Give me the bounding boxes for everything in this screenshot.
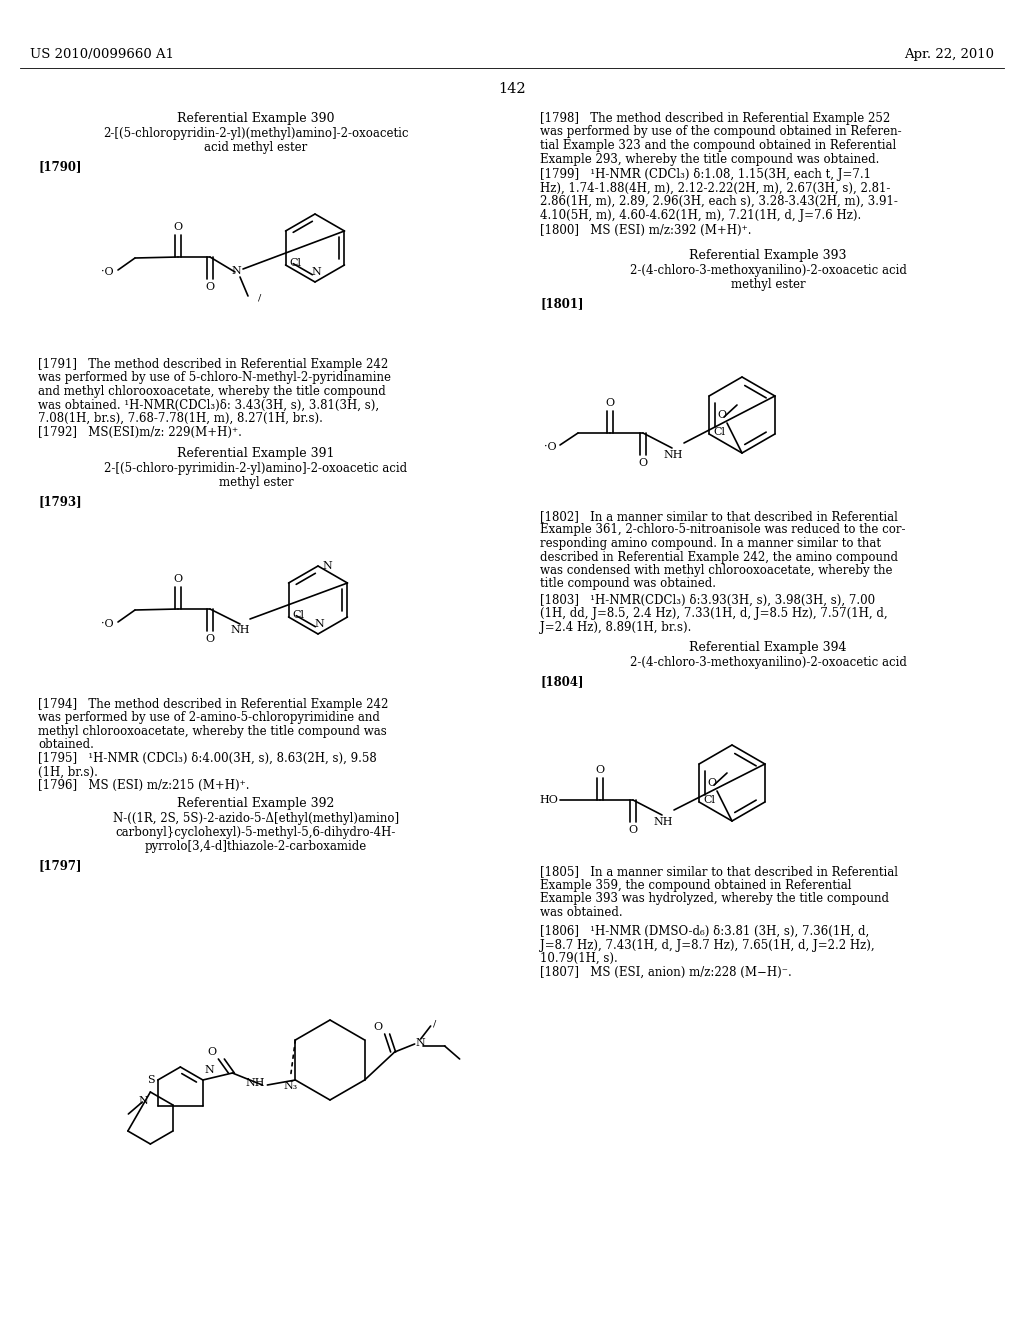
Text: [1798]   The method described in Referential Example 252: [1798] The method described in Referenti… — [540, 112, 890, 125]
Text: [1803]   ¹H-NMR(CDCl₃) δ:3.93(3H, s), 3.98(3H, s), 7.00: [1803] ¹H-NMR(CDCl₃) δ:3.93(3H, s), 3.98… — [540, 594, 876, 607]
Text: N: N — [416, 1038, 425, 1048]
Text: O: O — [374, 1022, 383, 1032]
Text: O: O — [638, 458, 647, 469]
Text: Referential Example 393: Referential Example 393 — [689, 249, 847, 261]
Text: Referential Example 394: Referential Example 394 — [689, 642, 847, 653]
Text: Example 359, the compound obtained in Referential: Example 359, the compound obtained in Re… — [540, 879, 852, 891]
Text: Cl: Cl — [703, 795, 715, 805]
Text: O: O — [605, 399, 614, 408]
Text: [1802]   In a manner similar to that described in Referential: [1802] In a manner similar to that descr… — [540, 510, 898, 523]
Text: N: N — [231, 267, 241, 276]
Text: methyl chlorooxoacetate, whereby the title compound was: methyl chlorooxoacetate, whereby the tit… — [38, 725, 387, 738]
Text: 7.08(1H, br.s), 7.68-7.78(1H, m), 8.27(1H, br.s).: 7.08(1H, br.s), 7.68-7.78(1H, m), 8.27(1… — [38, 412, 323, 425]
Text: 4.10(5H, m), 4.60-4.62(1H, m), 7.21(1H, d, J=7.6 Hz).: 4.10(5H, m), 4.60-4.62(1H, m), 7.21(1H, … — [540, 209, 861, 222]
Text: (1H, dd, J=8.5, 2.4 Hz), 7.33(1H, d, J=8.5 Hz), 7.57(1H, d,: (1H, dd, J=8.5, 2.4 Hz), 7.33(1H, d, J=8… — [540, 607, 888, 620]
Text: [1792]   MS(ESI)m/z: 229(M+H)⁺.: [1792] MS(ESI)m/z: 229(M+H)⁺. — [38, 425, 242, 438]
Text: was performed by use of 5-chloro-N-methyl-2-pyridinamine: was performed by use of 5-chloro-N-methy… — [38, 371, 391, 384]
Text: 2-[(5-chloropyridin-2-yl)(methyl)amino]-2-oxoacetic: 2-[(5-chloropyridin-2-yl)(methyl)amino]-… — [103, 127, 409, 140]
Text: N: N — [314, 619, 324, 630]
Text: was performed by use of the compound obtained in Referen-: was performed by use of the compound obt… — [540, 125, 901, 139]
Text: 2.86(1H, m), 2.89, 2.96(3H, each s), 3.28-3.43(2H, m), 3.91-: 2.86(1H, m), 2.89, 2.96(3H, each s), 3.2… — [540, 195, 898, 209]
Text: Referential Example 391: Referential Example 391 — [177, 447, 335, 459]
Text: was obtained.: was obtained. — [540, 906, 623, 919]
Text: N: N — [205, 1065, 215, 1074]
Text: [1801]: [1801] — [540, 297, 584, 310]
Text: [1795]   ¹H-NMR (CDCl₃) δ:4.00(3H, s), 8.63(2H, s), 9.58: [1795] ¹H-NMR (CDCl₃) δ:4.00(3H, s), 8.6… — [38, 752, 377, 766]
Text: O: O — [207, 1047, 216, 1057]
Text: 2-(4-chloro-3-methoxyanilino)-2-oxoacetic acid: 2-(4-chloro-3-methoxyanilino)-2-oxoaceti… — [630, 264, 906, 277]
Text: O: O — [595, 766, 604, 775]
Text: NH: NH — [246, 1078, 265, 1088]
Text: /: / — [258, 293, 261, 302]
Text: [1805]   In a manner similar to that described in Referential: [1805] In a manner similar to that descr… — [540, 865, 898, 878]
Text: (1H, br.s).: (1H, br.s). — [38, 766, 98, 779]
Text: and methyl chlorooxoacetate, whereby the title compound: and methyl chlorooxoacetate, whereby the… — [38, 385, 386, 399]
Text: responding amino compound. In a manner similar to that: responding amino compound. In a manner s… — [540, 537, 881, 550]
Text: Apr. 22, 2010: Apr. 22, 2010 — [904, 48, 994, 61]
Text: Cl: Cl — [290, 257, 301, 268]
Text: N: N — [322, 561, 332, 572]
Text: 10.79(1H, s).: 10.79(1H, s). — [540, 952, 617, 965]
Text: O: O — [717, 411, 726, 420]
Text: described in Referential Example 242, the amino compound: described in Referential Example 242, th… — [540, 550, 898, 564]
Text: methyl ester: methyl ester — [219, 477, 293, 488]
Text: NH: NH — [664, 450, 683, 459]
Text: US 2010/0099660 A1: US 2010/0099660 A1 — [30, 48, 174, 61]
Text: Hz), 1.74-1.88(4H, m), 2.12-2.22(2H, m), 2.67(3H, s), 2.81-: Hz), 1.74-1.88(4H, m), 2.12-2.22(2H, m),… — [540, 181, 891, 194]
Text: O: O — [206, 282, 215, 292]
Text: J=8.7 Hz), 7.43(1H, d, J=8.7 Hz), 7.65(1H, d, J=2.2 Hz),: J=8.7 Hz), 7.43(1H, d, J=8.7 Hz), 7.65(1… — [540, 939, 874, 952]
Text: methyl ester: methyl ester — [731, 279, 805, 290]
Text: Cl: Cl — [713, 426, 725, 437]
Text: pyrrolo[3,4-d]thiazole-2-carboxamide: pyrrolo[3,4-d]thiazole-2-carboxamide — [144, 840, 368, 853]
Text: obtained.: obtained. — [38, 738, 94, 751]
Text: ·O: ·O — [545, 442, 557, 451]
Text: was obtained. ¹H-NMR(CDCl₃)δ: 3.43(3H, s), 3.81(3H, s),: was obtained. ¹H-NMR(CDCl₃)δ: 3.43(3H, s… — [38, 399, 379, 412]
Text: [1806]   ¹H-NMR (DMSO-d₆) δ:3.81 (3H, s), 7.36(1H, d,: [1806] ¹H-NMR (DMSO-d₆) δ:3.81 (3H, s), … — [540, 925, 869, 939]
Text: [1790]: [1790] — [38, 160, 82, 173]
Text: 2-(4-chloro-3-methoxyanilino)-2-oxoacetic acid: 2-(4-chloro-3-methoxyanilino)-2-oxoaceti… — [630, 656, 906, 669]
Text: ·O: ·O — [101, 619, 114, 630]
Text: /: / — [433, 1019, 436, 1028]
Text: ·O: ·O — [101, 267, 114, 277]
Text: [1793]: [1793] — [38, 495, 82, 508]
Text: [1799]   ¹H-NMR (CDCl₃) δ:1.08, 1.15(3H, each t, J=7.1: [1799] ¹H-NMR (CDCl₃) δ:1.08, 1.15(3H, e… — [540, 168, 871, 181]
Text: was performed by use of 2-amino-5-chloropyrimidine and: was performed by use of 2-amino-5-chloro… — [38, 711, 380, 725]
Text: O: O — [173, 574, 182, 583]
Text: N-((1R, 2S, 5S)-2-azido-5-Δ[ethyl(methyl)amino]: N-((1R, 2S, 5S)-2-azido-5-Δ[ethyl(methyl… — [113, 812, 399, 825]
Text: N₃: N₃ — [284, 1081, 298, 1092]
Text: [1807]   MS (ESI, anion) m/z:228 (M−H)⁻.: [1807] MS (ESI, anion) m/z:228 (M−H)⁻. — [540, 966, 792, 979]
Text: [1797]: [1797] — [38, 859, 82, 873]
Text: NH: NH — [230, 624, 250, 635]
Text: 2-[(5-chloro-pyrimidin-2-yl)amino]-2-oxoacetic acid: 2-[(5-chloro-pyrimidin-2-yl)amino]-2-oxo… — [104, 462, 408, 475]
Text: Referential Example 390: Referential Example 390 — [177, 112, 335, 125]
Text: N: N — [311, 267, 321, 277]
Text: Referential Example 392: Referential Example 392 — [177, 797, 335, 810]
Text: O: O — [173, 222, 182, 232]
Text: title compound was obtained.: title compound was obtained. — [540, 578, 716, 590]
Text: was condensed with methyl chlorooxoacetate, whereby the: was condensed with methyl chlorooxoaceta… — [540, 564, 893, 577]
Text: Example 293, whereby the title compound was obtained.: Example 293, whereby the title compound … — [540, 153, 880, 165]
Text: acid methyl ester: acid methyl ester — [205, 141, 307, 154]
Text: tial Example 323 and the compound obtained in Referential: tial Example 323 and the compound obtain… — [540, 139, 896, 152]
Text: 142: 142 — [499, 82, 525, 96]
Text: J=2.4 Hz), 8.89(1H, br.s).: J=2.4 Hz), 8.89(1H, br.s). — [540, 620, 691, 634]
Text: HO: HO — [539, 795, 558, 805]
Text: O: O — [707, 777, 716, 788]
Text: [1796]   MS (ESI) m/z:215 (M+H)⁺.: [1796] MS (ESI) m/z:215 (M+H)⁺. — [38, 779, 250, 792]
Text: [1804]: [1804] — [540, 675, 584, 688]
Text: O: O — [206, 634, 215, 644]
Text: N: N — [138, 1096, 148, 1106]
Text: Cl: Cl — [293, 610, 304, 620]
Text: NH: NH — [653, 817, 673, 828]
Text: [1794]   The method described in Referential Example 242: [1794] The method described in Referenti… — [38, 698, 388, 711]
Text: Example 393 was hydrolyzed, whereby the title compound: Example 393 was hydrolyzed, whereby the … — [540, 892, 889, 906]
Text: Example 361, 2-chloro-5-nitroanisole was reduced to the cor-: Example 361, 2-chloro-5-nitroanisole was… — [540, 524, 905, 536]
Text: S: S — [147, 1074, 155, 1085]
Text: [1800]   MS (ESI) m/z:392 (M+H)⁺.: [1800] MS (ESI) m/z:392 (M+H)⁺. — [540, 224, 752, 238]
Text: carbonyl}cyclohexyl)-5-methyl-5,6-dihydro-4H-: carbonyl}cyclohexyl)-5-methyl-5,6-dihydr… — [116, 826, 396, 840]
Text: O: O — [629, 825, 638, 836]
Text: [1791]   The method described in Referential Example 242: [1791] The method described in Referenti… — [38, 358, 388, 371]
